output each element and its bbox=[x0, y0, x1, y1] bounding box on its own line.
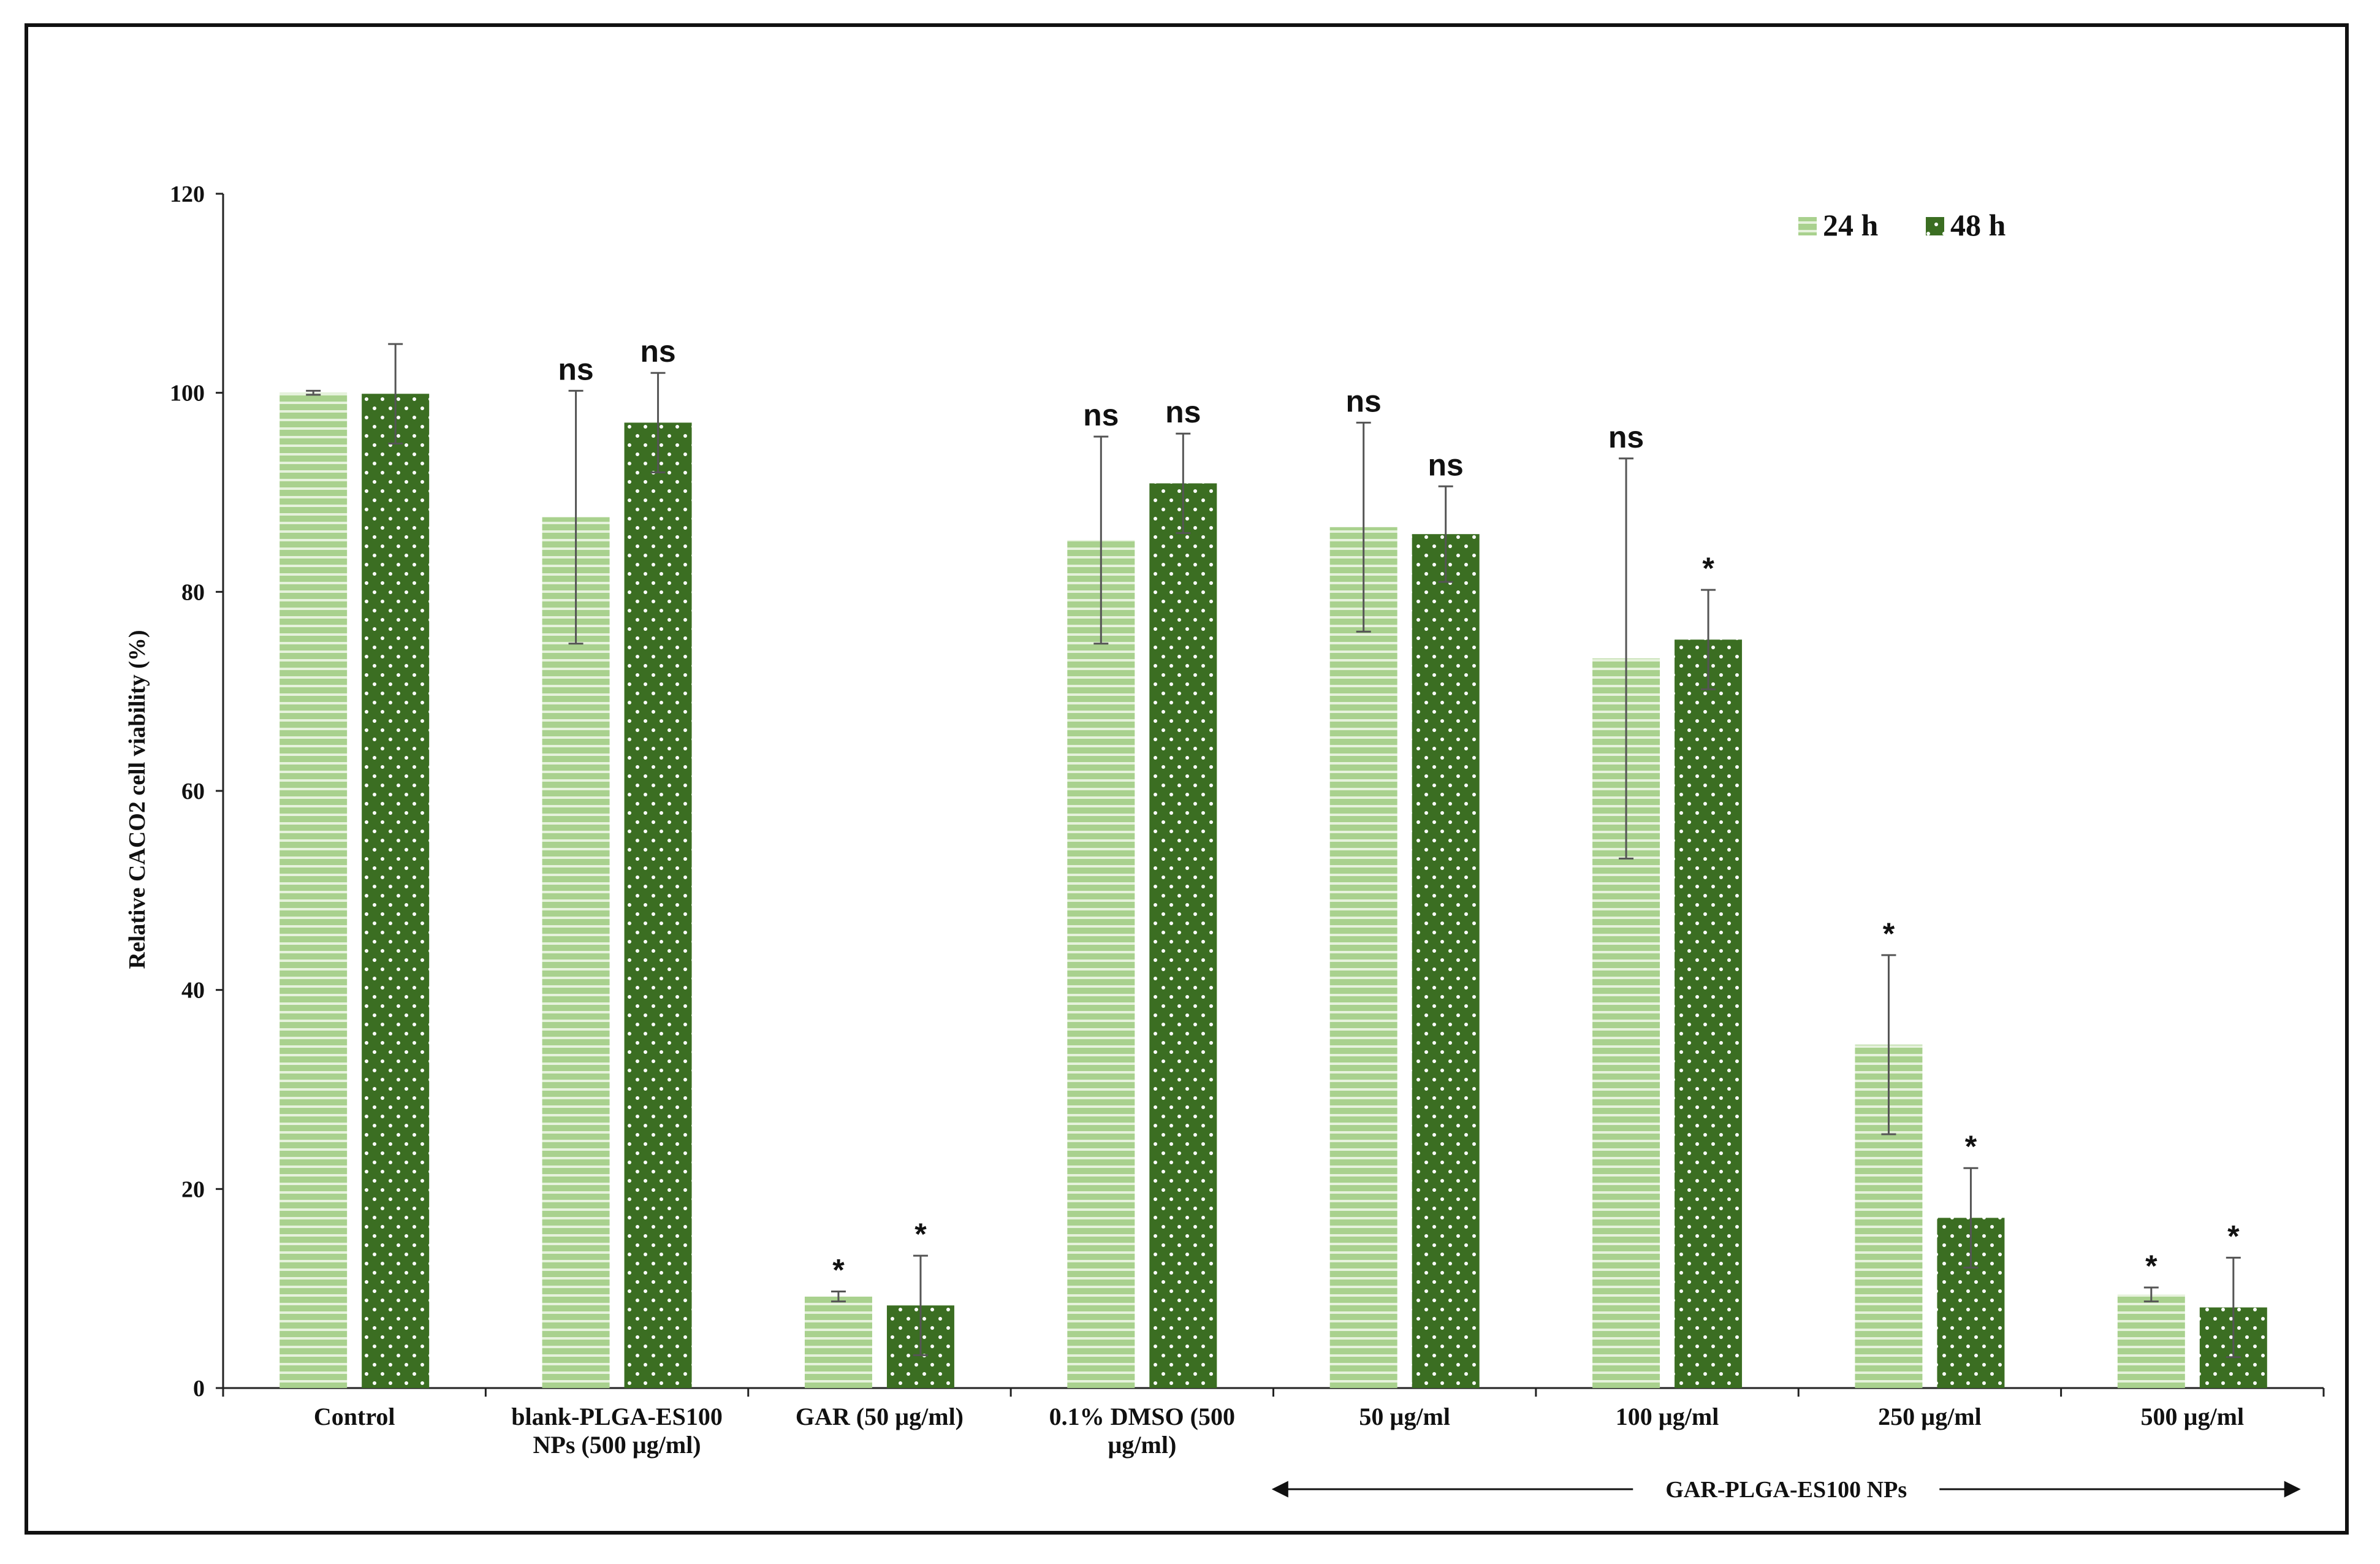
x-tick-label: 50 µg/ml bbox=[1359, 1403, 1450, 1430]
ns-annotation: ns bbox=[640, 334, 675, 368]
ns-annotation: ns bbox=[1346, 384, 1382, 418]
significance-star: * bbox=[1883, 917, 1895, 951]
x-tick-label: 100 µg/ml bbox=[1616, 1403, 1719, 1430]
group-bracket: GAR-PLGA-ES100 NPs bbox=[1271, 1477, 2301, 1503]
bar-24h bbox=[1067, 540, 1135, 1389]
x-tick-label: NPs (500 µg/ml) bbox=[533, 1431, 701, 1459]
significance-star: * bbox=[832, 1253, 845, 1287]
bar-chart: 0 20 40 60 80 100 120 ns ns * * ns ns ns ns ns * * * * * Co… bbox=[124, 181, 2325, 1503]
bar-24h bbox=[804, 1296, 872, 1388]
significance-star: * bbox=[1965, 1129, 1977, 1164]
x-axis bbox=[222, 1387, 2325, 1397]
bar-48h bbox=[1149, 483, 1217, 1388]
bar-24h bbox=[279, 392, 348, 1388]
significance-star: * bbox=[1702, 551, 1714, 586]
y-tick-label: 60 bbox=[181, 779, 205, 804]
bar-48h bbox=[362, 394, 430, 1388]
y-tick-label: 80 bbox=[181, 579, 205, 605]
y-axis-title: Relative CACO2 cell viability (%) bbox=[124, 630, 150, 969]
significance-annotations: ns ns * * ns ns ns ns ns * * * * * bbox=[558, 334, 2240, 1287]
significance-star: * bbox=[914, 1217, 927, 1251]
error-bars bbox=[306, 343, 2241, 1359]
y-axis: 0 20 40 60 80 100 120 bbox=[170, 181, 224, 1402]
legend-label-48h: 48 h bbox=[1950, 208, 2006, 242]
chart-frame: 0 20 40 60 80 100 120 ns ns * * ns ns ns ns ns * * * * * Co… bbox=[25, 23, 2349, 1535]
y-tick-label: 20 bbox=[181, 1177, 205, 1202]
group-label: GAR-PLGA-ES100 NPs bbox=[1665, 1477, 1907, 1503]
ns-annotation: ns bbox=[558, 352, 593, 386]
ns-annotation: ns bbox=[1165, 395, 1201, 429]
y-tick-label: 120 bbox=[170, 181, 205, 207]
y-tick-label: 40 bbox=[181, 978, 205, 1004]
x-tick-label: 500 µg/ml bbox=[2141, 1403, 2245, 1430]
significance-star: * bbox=[2145, 1249, 2158, 1283]
legend: 24 h 48 h bbox=[1798, 208, 2006, 242]
x-tick-label: 0.1% DMSO (500 bbox=[1049, 1403, 1235, 1430]
ns-annotation: ns bbox=[1428, 448, 1464, 482]
legend-label-24h: 24 h bbox=[1823, 208, 1879, 242]
legend-swatch-24h bbox=[1798, 217, 1817, 235]
legend-swatch-48h bbox=[1926, 217, 1944, 235]
x-tick-label: 250 µg/ml bbox=[1878, 1403, 1982, 1430]
x-tick-label: Control bbox=[314, 1403, 395, 1430]
ns-annotation: ns bbox=[1608, 420, 1644, 454]
y-tick-label: 100 bbox=[170, 381, 205, 406]
x-tick-label: µg/ml) bbox=[1108, 1431, 1176, 1459]
bar-24h bbox=[542, 517, 610, 1389]
bar-24h bbox=[2117, 1294, 2185, 1388]
x-tick-label: blank-PLGA-ES100 bbox=[511, 1403, 723, 1430]
bar-48h bbox=[624, 422, 692, 1388]
bar-48h bbox=[1675, 639, 1743, 1388]
bar-48h bbox=[1412, 534, 1480, 1389]
bars bbox=[279, 392, 2267, 1389]
y-tick-label: 0 bbox=[193, 1376, 205, 1402]
x-tick-label: GAR (50 µg/ml) bbox=[796, 1403, 964, 1430]
significance-star: * bbox=[2227, 1219, 2240, 1253]
ns-annotation: ns bbox=[1083, 398, 1119, 432]
bar-24h bbox=[1329, 527, 1397, 1388]
